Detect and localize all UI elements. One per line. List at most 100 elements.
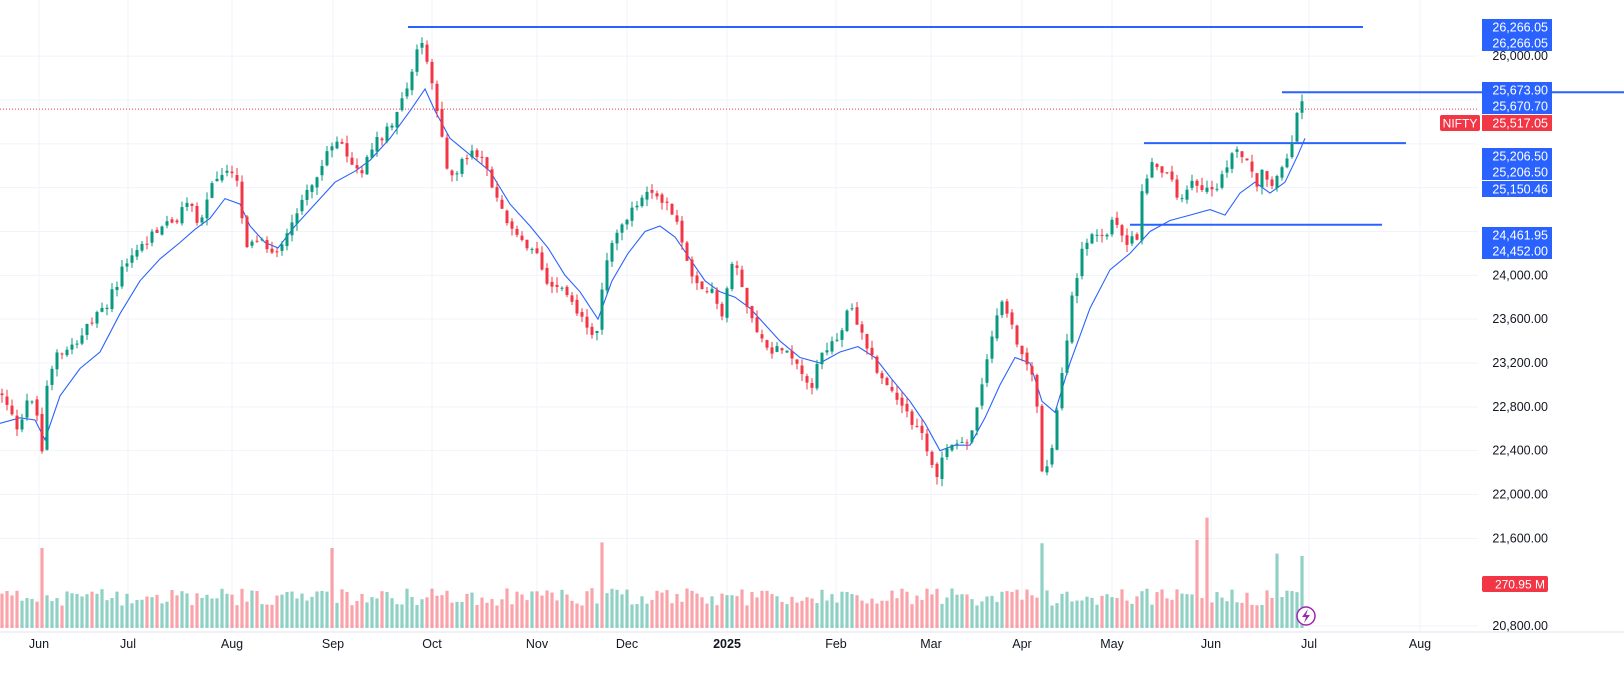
candle[interactable]: [115, 281, 119, 297]
candle[interactable]: [95, 310, 99, 328]
candle[interactable]: [505, 209, 509, 226]
candle[interactable]: [990, 330, 994, 364]
candle[interactable]: [500, 195, 504, 209]
candle[interactable]: [1135, 232, 1139, 241]
candle[interactable]: [165, 215, 169, 229]
candle[interactable]: [445, 134, 449, 170]
candle[interactable]: [675, 209, 679, 225]
candle[interactable]: [540, 246, 544, 271]
candle[interactable]: [370, 143, 374, 159]
candle[interactable]: [545, 263, 549, 286]
candle[interactable]: [635, 201, 639, 211]
candle[interactable]: [175, 218, 179, 225]
candle[interactable]: [550, 276, 554, 294]
candle[interactable]: [110, 283, 114, 313]
candle[interactable]: [215, 171, 219, 182]
candle[interactable]: [805, 373, 809, 390]
candle[interactable]: [1215, 183, 1219, 192]
candle[interactable]: [75, 340, 79, 349]
candle[interactable]: [520, 231, 524, 242]
candle[interactable]: [285, 228, 289, 251]
candle[interactable]: [690, 256, 694, 284]
candle[interactable]: [875, 355, 879, 375]
candle[interactable]: [205, 192, 209, 226]
candle[interactable]: [1150, 158, 1154, 179]
candle[interactable]: [1235, 146, 1239, 158]
candle[interactable]: [1045, 459, 1049, 476]
candle[interactable]: [1110, 216, 1114, 237]
candle[interactable]: [1060, 367, 1064, 411]
price-axis[interactable]: 20,800.00 21,600.00 22,000.00 22,400.00 22,8…: [1492, 49, 1548, 633]
candle[interactable]: [1280, 165, 1284, 181]
candle[interactable]: [660, 192, 664, 210]
candle[interactable]: [575, 294, 579, 317]
candle[interactable]: [530, 247, 534, 254]
candle[interactable]: [815, 359, 819, 391]
candle[interactable]: [1090, 232, 1094, 245]
candle[interactable]: [610, 240, 614, 267]
candle[interactable]: [1015, 324, 1019, 348]
candle[interactable]: [970, 430, 974, 444]
candle[interactable]: [480, 150, 484, 164]
candle[interactable]: [935, 462, 939, 485]
candle[interactable]: [1070, 291, 1074, 345]
candle[interactable]: [345, 135, 349, 163]
candle[interactable]: [1225, 160, 1229, 178]
candle[interactable]: [435, 80, 439, 118]
candle[interactable]: [130, 248, 134, 268]
candle[interactable]: [360, 165, 364, 178]
candle[interactable]: [895, 385, 899, 405]
candle[interactable]: [1055, 407, 1059, 451]
candle[interactable]: [930, 450, 934, 468]
candle[interactable]: [1155, 163, 1159, 171]
candle[interactable]: [830, 336, 834, 355]
candle[interactable]: [685, 240, 689, 262]
candle[interactable]: [5, 389, 9, 411]
candle[interactable]: [630, 201, 634, 227]
candle[interactable]: [315, 176, 319, 195]
candle[interactable]: [1080, 241, 1084, 280]
candle[interactable]: [1000, 300, 1004, 318]
candle[interactable]: [600, 282, 604, 335]
candle[interactable]: [590, 323, 594, 339]
candle[interactable]: [465, 154, 469, 165]
candle[interactable]: [420, 37, 424, 55]
candle[interactable]: [705, 287, 709, 294]
candle[interactable]: [1030, 361, 1034, 382]
candle[interactable]: [55, 349, 59, 377]
candle[interactable]: [1220, 170, 1224, 190]
candle[interactable]: [440, 101, 444, 138]
candle[interactable]: [760, 329, 764, 343]
candle[interactable]: [255, 235, 259, 243]
candle[interactable]: [1040, 403, 1044, 473]
candle[interactable]: [470, 144, 474, 160]
candle[interactable]: [1210, 180, 1214, 197]
candle[interactable]: [1180, 194, 1184, 203]
candle[interactable]: [105, 304, 109, 316]
candle[interactable]: [220, 168, 224, 183]
candle[interactable]: [25, 393, 29, 421]
candle[interactable]: [415, 44, 419, 76]
candle[interactable]: [350, 152, 354, 166]
candle[interactable]: [335, 136, 339, 150]
candle[interactable]: [135, 244, 139, 261]
candle[interactable]: [265, 236, 269, 253]
candle[interactable]: [190, 202, 194, 212]
candle[interactable]: [260, 237, 264, 242]
candle[interactable]: [960, 437, 964, 444]
candle[interactable]: [785, 350, 789, 353]
candle[interactable]: [455, 171, 459, 182]
candle[interactable]: [1010, 309, 1014, 330]
candle[interactable]: [765, 339, 769, 351]
candle[interactable]: [700, 281, 704, 290]
candle[interactable]: [565, 285, 569, 298]
candle[interactable]: [460, 157, 464, 178]
candle[interactable]: [1290, 135, 1294, 159]
candle[interactable]: [850, 303, 854, 311]
candle[interactable]: [670, 203, 674, 216]
candle[interactable]: [1025, 347, 1029, 371]
candle[interactable]: [20, 413, 24, 433]
candle[interactable]: [905, 398, 909, 418]
candle[interactable]: [1240, 151, 1244, 164]
candle[interactable]: [755, 310, 759, 333]
